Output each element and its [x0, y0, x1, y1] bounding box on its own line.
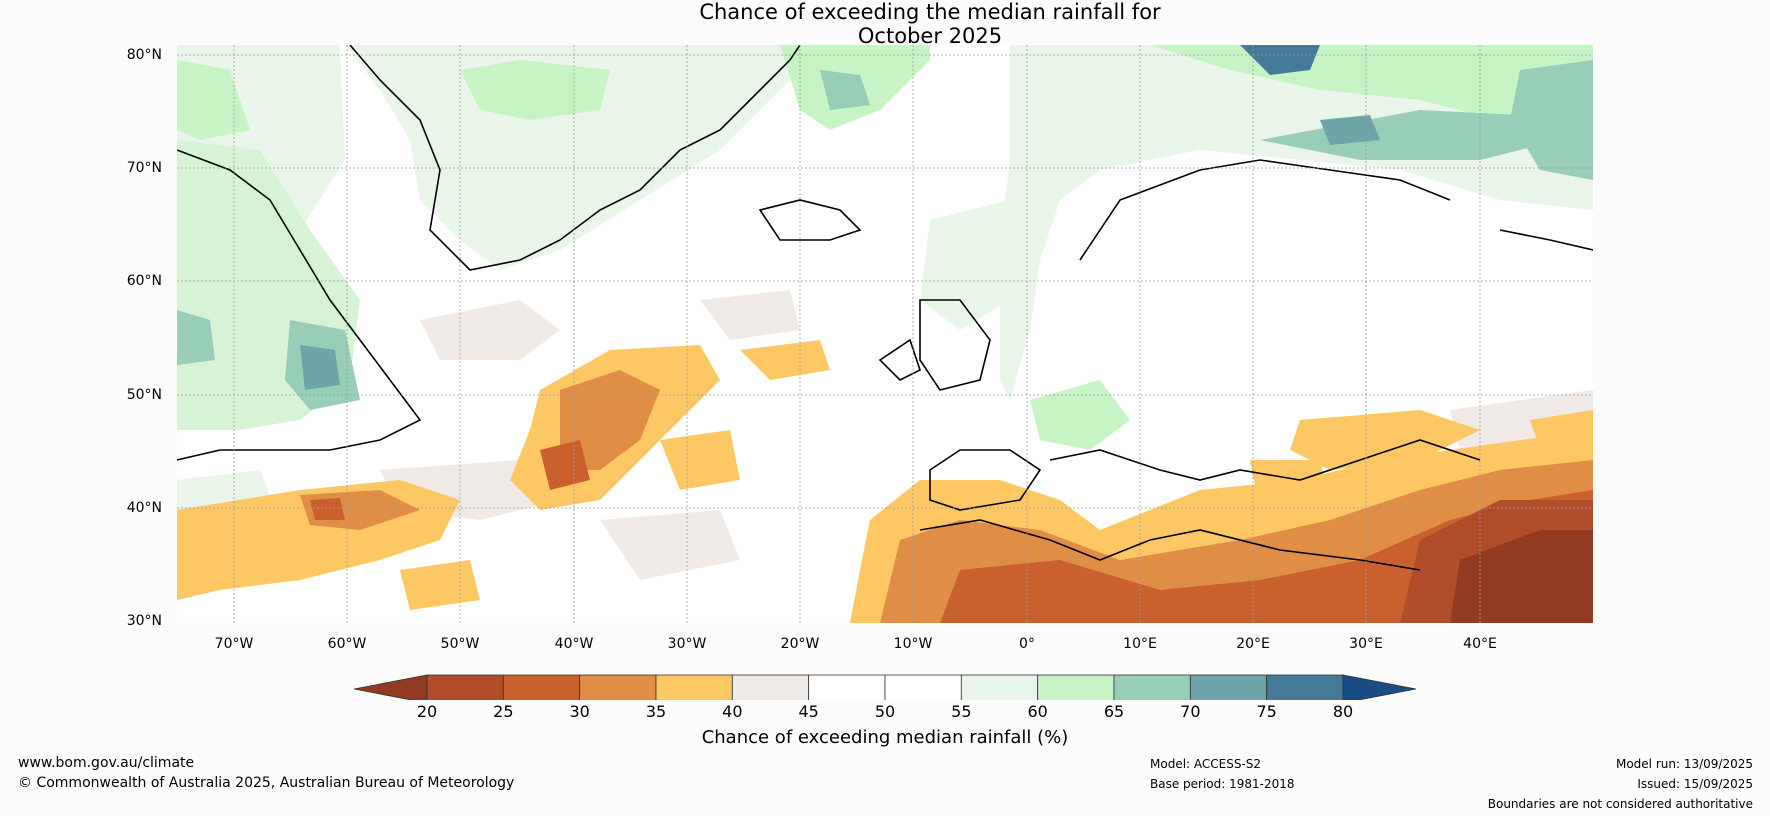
colorbar-segment: [1113, 674, 1191, 700]
lon-label-30e: 30°E: [1349, 636, 1383, 652]
colorbar-segment: [731, 674, 810, 700]
lon-label-60w: 60°W: [327, 636, 367, 652]
model-text: Model: ACCESS-S2: [1150, 757, 1262, 771]
base-period-text: Base period: 1981-2018: [1150, 777, 1295, 791]
website-link[interactable]: www.bom.gov.au/climate: [18, 755, 195, 771]
lat-label-30n: 30°N: [126, 613, 162, 629]
lon-label-70w: 70°W: [214, 636, 254, 652]
rainfall-map: [177, 45, 1593, 700]
colorbar-tick-label: 35: [645, 702, 667, 721]
neutral-regions: [380, 290, 1593, 580]
colorbar-segment: [655, 674, 733, 700]
lon-label-10e: 10°E: [1123, 636, 1157, 652]
issued-text: Issued: 15/09/2025: [1637, 777, 1753, 791]
colorbar-segment: [884, 674, 962, 700]
colorbar-segment: [1037, 674, 1115, 700]
lat-label-60n: 60°N: [126, 273, 162, 289]
colorbar-tick-label: 25: [493, 702, 514, 721]
title-line-2: October 2025: [857, 24, 1003, 48]
map-title: Chance of exceeding the median rainfall …: [630, 0, 1230, 48]
colorbar: [353, 674, 1417, 700]
colorbar-tick-label: 40: [722, 702, 743, 721]
coastlines: [177, 45, 1593, 571]
colorbar-segment: [426, 674, 504, 700]
colorbar-tick-label: 80: [1332, 702, 1354, 721]
colorbar-tick-label: 60: [1027, 702, 1048, 721]
lon-label-40w: 40°W: [554, 636, 594, 652]
colorbar-segment: [502, 674, 581, 700]
colorbar-segment: [579, 674, 657, 700]
colorbar-segment: [808, 674, 886, 700]
graticule: [177, 45, 1593, 623]
lon-label-40e: 40°E: [1463, 636, 1497, 652]
colorbar-tick-label: 20: [416, 702, 438, 721]
colorbar-segment: [1266, 674, 1344, 700]
lat-label-40n: 40°N: [126, 500, 162, 516]
lon-label-20w: 20°W: [780, 636, 820, 652]
colorbar-tick-label: 75: [1256, 702, 1277, 721]
colorbar-tick-label: 65: [1103, 702, 1125, 721]
lon-label-10w: 10°W: [893, 636, 933, 652]
colorbar-segment: [960, 674, 1039, 700]
lat-label-70n: 70°N: [126, 160, 162, 176]
lon-label-30w: 30°W: [667, 636, 707, 652]
lon-label-20e: 20°E: [1236, 636, 1270, 652]
colorbar-label: Chance of exceeding median rainfall (%): [701, 727, 1069, 748]
lat-label-80n: 80°N: [126, 47, 162, 63]
colorbar-tick-label: 30: [569, 702, 590, 721]
drier-regions: [177, 340, 1593, 623]
colorbar-tick-label: 45: [798, 702, 819, 721]
colorbar-high-extend: [1342, 674, 1417, 700]
colorbar-low-extend: [353, 674, 428, 700]
lat-label-50n: 50°N: [126, 387, 162, 403]
colorbar-tick-label: 55: [951, 702, 972, 721]
disclaimer-text: Boundaries are not considered authoritat…: [1487, 797, 1753, 811]
lon-label-50w: 50°W: [440, 636, 480, 652]
title-line-1: Chance of exceeding the median rainfall …: [699, 0, 1161, 24]
model-run-text: Model run: 13/09/2025: [1615, 757, 1753, 771]
colorbar-tick-label: 50: [874, 702, 896, 721]
colorbar-tick-label: 70: [1180, 702, 1201, 721]
colorbar-segment: [1189, 674, 1268, 700]
copyright-text: © Commonwealth of Australia 2025, Austra…: [18, 775, 515, 791]
wetter-regions: [177, 45, 1593, 560]
lon-label-0: 0°: [1019, 636, 1035, 652]
